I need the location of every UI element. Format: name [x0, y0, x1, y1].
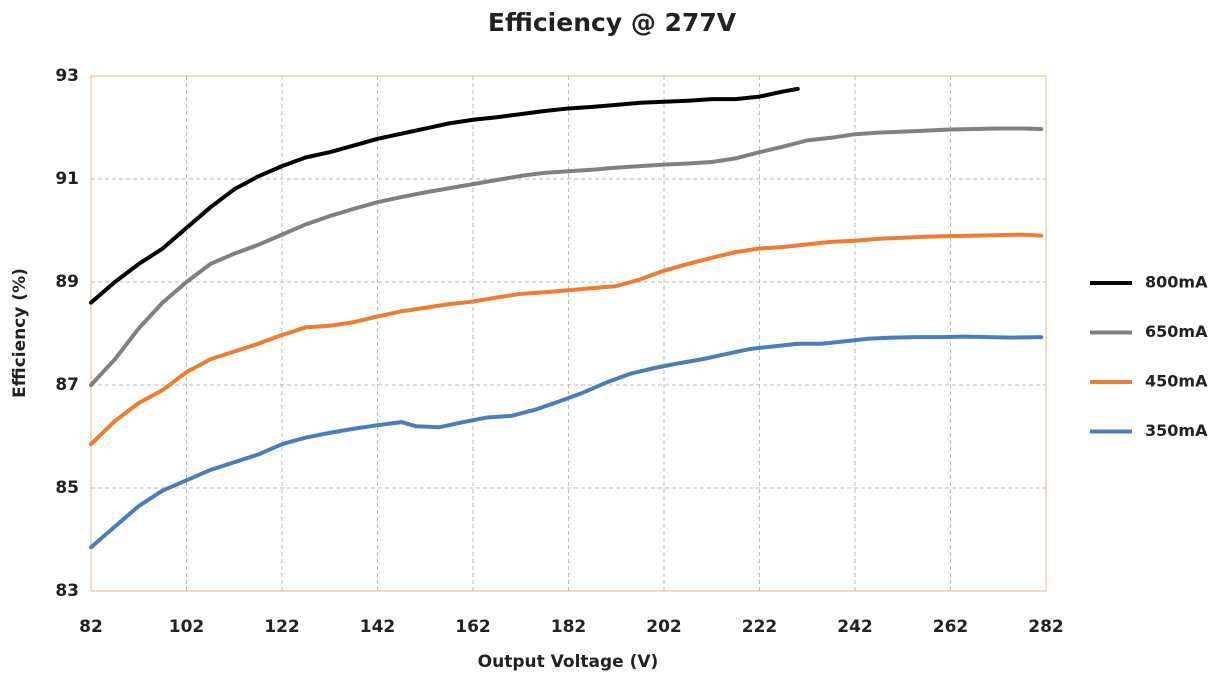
x-tick-label: 102 — [169, 617, 205, 637]
series-line — [89, 86, 800, 305]
x-axis-label: Output Voltage (V) — [478, 652, 659, 672]
legend-label: 800mA — [1145, 273, 1208, 292]
plot-border — [90, 75, 1047, 592]
x-tick-label: 182 — [551, 617, 587, 637]
y-tick-label: 83 — [55, 581, 79, 601]
legend-label: 450mA — [1145, 372, 1208, 391]
legend-label: 350mA — [1145, 421, 1208, 440]
x-tick-label: 222 — [742, 617, 778, 637]
series-line — [89, 126, 1044, 387]
chart-title: Efficiency @ 277V — [488, 8, 737, 37]
y-tick-label: 87 — [55, 375, 79, 395]
x-tick-label: 162 — [455, 617, 491, 637]
x-tick-label: 262 — [933, 617, 969, 637]
x-tick-label: 122 — [264, 617, 300, 637]
y-tick-label: 89 — [55, 272, 79, 292]
y-tick-label: 93 — [55, 66, 79, 86]
x-tick-label: 82 — [79, 617, 103, 637]
legend-label: 650mA — [1145, 322, 1208, 341]
x-tick-label: 282 — [1028, 617, 1064, 637]
x-tick-label: 142 — [360, 617, 396, 637]
y-tick-label: 91 — [55, 169, 79, 189]
series-line — [89, 334, 1044, 550]
x-tick-label: 242 — [837, 617, 873, 637]
y-tick-label: 85 — [55, 478, 79, 498]
x-tick-label: 202 — [646, 617, 682, 637]
y-axis-label: Efficiency (%) — [10, 268, 30, 398]
series-line — [89, 232, 1044, 447]
